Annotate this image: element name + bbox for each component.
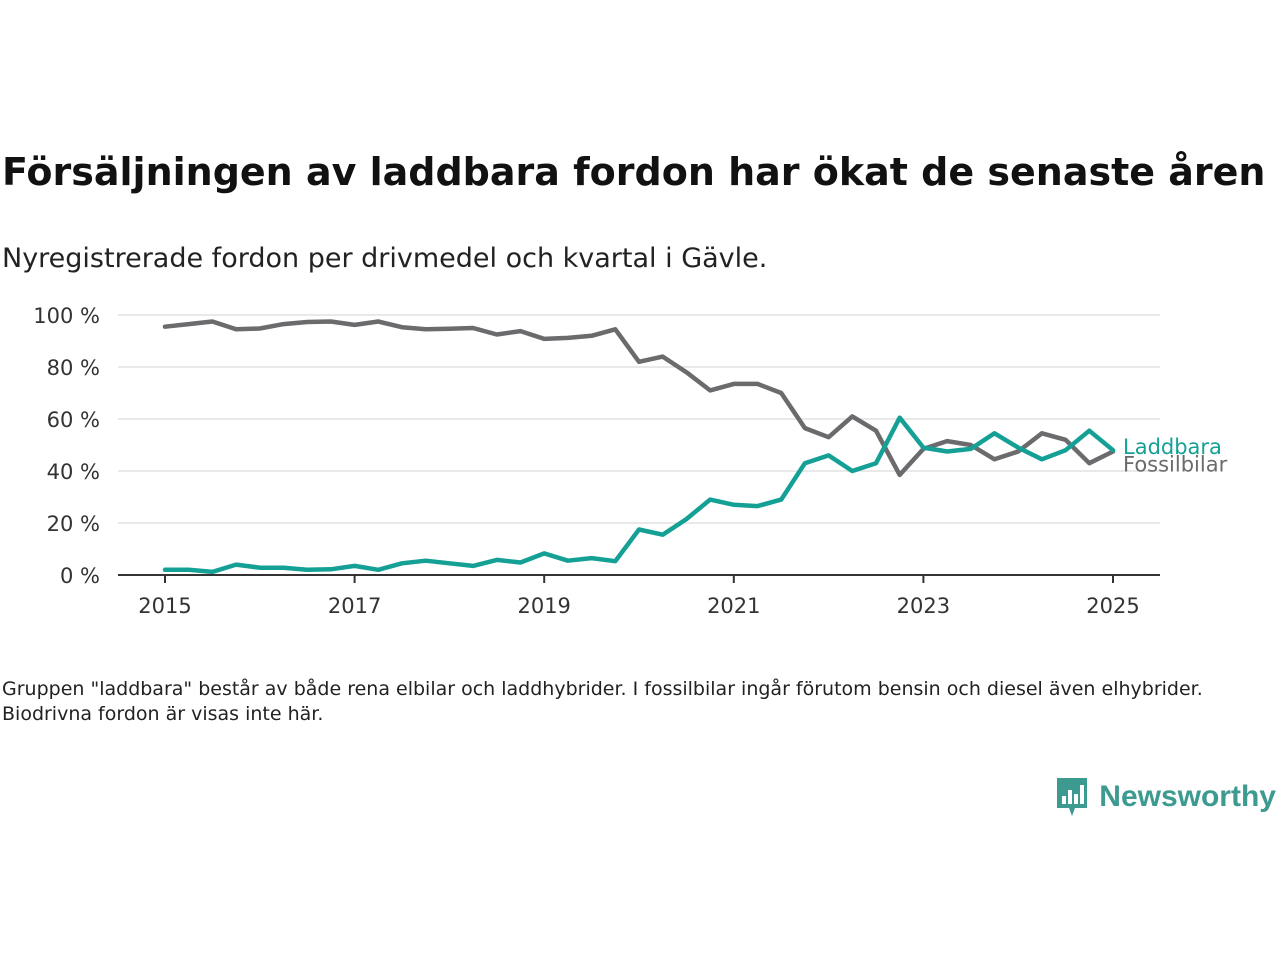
y-tick-label: 40 %: [47, 460, 100, 484]
y-tick-label: 0 %: [60, 564, 100, 588]
series-line-fossilbilar: [162, 319, 1116, 478]
chart-footnote: Gruppen "laddbara" består av både rena e…: [2, 678, 1203, 725]
line-chart: 0 % 20 % 40 % 60 % 80 % 100 % 2015 2017 2019 2021…: [33, 304, 1228, 618]
x-tick-label: 2019: [517, 594, 570, 618]
series-lines: [162, 319, 1116, 575]
grid-lines: [118, 314, 1160, 524]
y-tick-label: 100 %: [33, 304, 100, 328]
brand-name: Newsworthy: [1099, 780, 1276, 813]
x-tick-label: 2017: [328, 594, 381, 618]
chart-title: Försäljningen av laddbara fordon har öka…: [2, 150, 1266, 194]
chart-subtitle: Nyregistrerade fordon per drivmedel och …: [2, 243, 768, 274]
brand-logo: Newsworthy: [1055, 776, 1276, 818]
bar-chart-speech-bubble-icon: [1057, 778, 1088, 816]
axes: 0 % 20 % 40 % 60 % 80 % 100 % 2015 2017 2019 2021…: [33, 304, 1160, 618]
x-tick-label: 2025: [1086, 594, 1139, 618]
y-tick-label: 20 %: [47, 512, 100, 536]
series-line-laddbara: [162, 415, 1116, 575]
x-tick-label: 2023: [897, 594, 950, 618]
series-label-fossilbilar: Fossilbilar: [1123, 453, 1228, 477]
y-tick-label: 80 %: [47, 356, 100, 380]
series-label-laddbara: Laddbara: [1123, 435, 1222, 459]
x-tick-label: 2015: [138, 594, 191, 618]
x-tick-label: 2021: [707, 594, 760, 618]
y-tick-label: 60 %: [47, 408, 100, 432]
